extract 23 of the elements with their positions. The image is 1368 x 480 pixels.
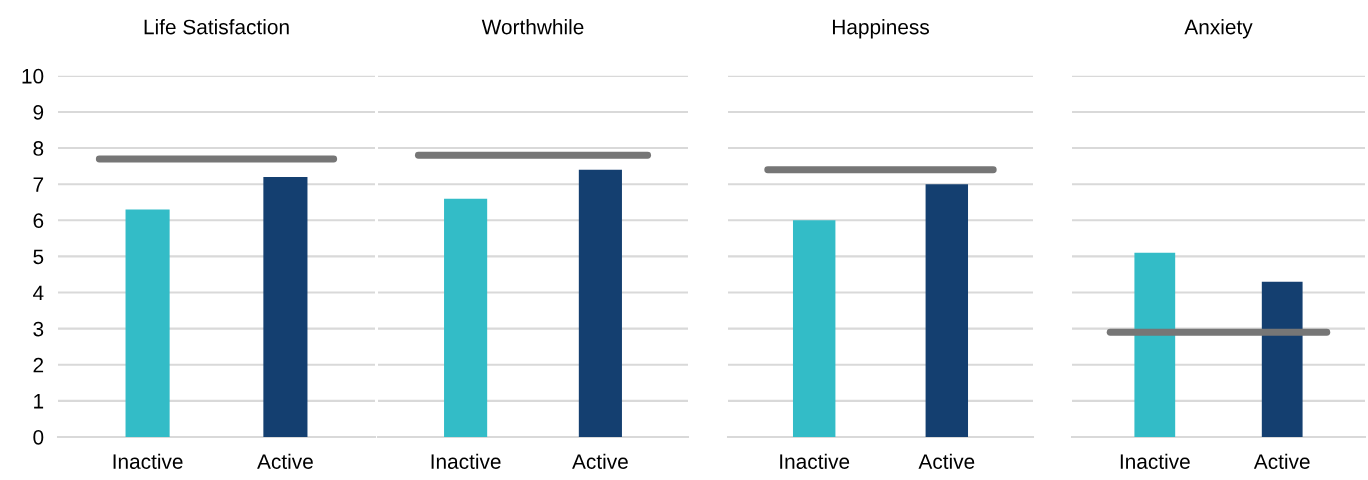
y-tick-label: 3 (33, 321, 44, 337)
y-tick-label: 8 (33, 141, 44, 156)
x-tick-label: Active (918, 453, 975, 469)
y-tick-label: 7 (33, 177, 44, 192)
x-tick-label: Inactive (431, 453, 501, 469)
x-tick-label: Active (1253, 453, 1310, 469)
chart-title: Happiness (832, 19, 929, 39)
y-tick-label: 10 (22, 68, 44, 84)
x-tick-label: Inactive (1120, 453, 1190, 469)
chart-title: Life Satisfaction (144, 19, 289, 35)
chart-title: Anxiety (1184, 19, 1253, 39)
x-tick-label: Inactive (780, 453, 850, 469)
x-tick-label: Active (572, 453, 628, 469)
chart-title: Worthwhile (481, 19, 584, 35)
y-tick-label: 5 (33, 249, 44, 265)
y-tick-label: 2 (33, 357, 44, 373)
y-tick-label: 1 (34, 394, 44, 409)
x-tick-label: Active (257, 453, 313, 469)
y-tick-label: 0 (33, 429, 44, 445)
y-tick-label: 4 (33, 285, 44, 301)
y-tick-label: 6 (33, 213, 44, 229)
y-tick-label: 9 (33, 104, 44, 120)
x-tick-label: Inactive (113, 453, 183, 469)
